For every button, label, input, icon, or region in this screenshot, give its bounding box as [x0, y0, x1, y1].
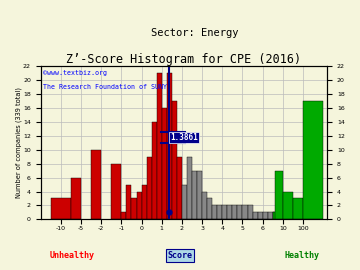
Bar — [263, 212, 268, 220]
Text: Unhealthy: Unhealthy — [50, 251, 94, 260]
Text: The Research Foundation of SUNY: The Research Foundation of SUNY — [44, 84, 167, 90]
Text: Healthy: Healthy — [285, 251, 320, 260]
Bar — [253, 212, 258, 220]
Bar — [217, 205, 222, 220]
Bar — [152, 122, 157, 220]
Bar — [275, 171, 283, 220]
Text: Sector: Energy: Sector: Energy — [150, 28, 238, 38]
Bar — [177, 157, 182, 220]
Bar — [228, 205, 233, 220]
Bar — [51, 198, 71, 220]
Bar — [197, 171, 202, 220]
Bar — [212, 205, 217, 220]
Bar — [111, 164, 121, 220]
Bar — [126, 184, 131, 220]
Bar — [233, 205, 238, 220]
Bar — [238, 205, 243, 220]
Bar — [136, 191, 141, 220]
Y-axis label: Number of companies (339 total): Number of companies (339 total) — [15, 87, 22, 198]
Bar — [182, 184, 187, 220]
Bar — [303, 101, 323, 220]
Text: ©www.textbiz.org: ©www.textbiz.org — [44, 70, 108, 76]
Bar — [157, 73, 162, 220]
Bar — [162, 108, 167, 220]
Bar — [222, 205, 228, 220]
Bar — [248, 205, 253, 220]
Bar — [131, 198, 136, 220]
Bar — [243, 205, 248, 220]
Bar — [283, 191, 293, 220]
Title: Z’-Score Histogram for CPE (2016): Z’-Score Histogram for CPE (2016) — [66, 53, 302, 66]
Bar — [202, 191, 207, 220]
Bar — [258, 212, 263, 220]
Text: 1.3861: 1.3861 — [170, 133, 198, 142]
Bar — [91, 150, 101, 220]
Bar — [172, 101, 177, 220]
Bar — [121, 212, 126, 220]
Bar — [167, 73, 172, 220]
Bar — [268, 212, 273, 220]
Bar — [71, 178, 81, 220]
Bar — [147, 157, 152, 220]
Bar — [141, 184, 147, 220]
Bar — [273, 212, 278, 220]
Text: Score: Score — [167, 251, 193, 260]
Bar — [273, 212, 278, 220]
Bar — [187, 157, 192, 220]
Bar — [192, 171, 197, 220]
Bar — [293, 198, 303, 220]
Bar — [207, 198, 212, 220]
